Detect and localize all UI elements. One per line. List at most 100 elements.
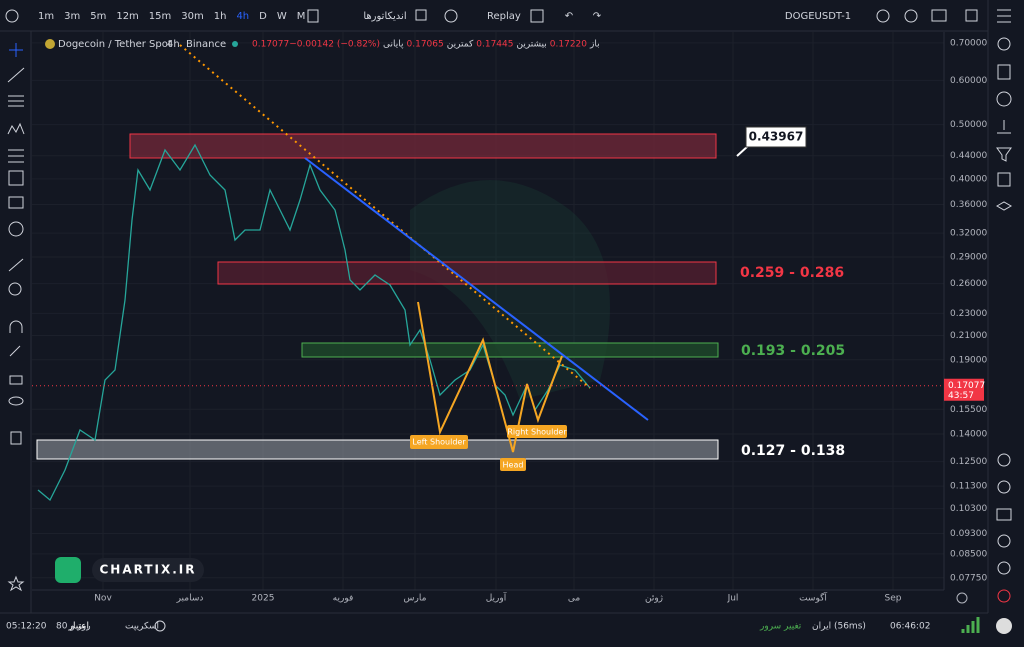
interval-button[interactable]: W: [277, 11, 287, 22]
interval-button[interactable]: 1m: [38, 11, 54, 22]
watermark-box: [92, 558, 204, 582]
watermark: CHARTIX.IR: [99, 563, 196, 577]
interval-button[interactable]: 15m: [149, 11, 171, 22]
legend-exchange: Binance: [186, 39, 226, 50]
last-price-box: [944, 378, 984, 401]
support[interactable]: [997, 453, 1011, 467]
text-tool[interactable]: [8, 196, 24, 209]
zoom-tool[interactable]: [8, 282, 22, 296]
ohlc-value: 0.17077−0.00142 (−0.82%): [252, 40, 380, 50]
script-icon[interactable]: [154, 620, 166, 632]
shape-tool[interactable]: [8, 170, 24, 186]
interval-button[interactable]: M: [297, 11, 306, 22]
price-tick-label: 0.40000: [950, 174, 987, 184]
favorites[interactable]: [7, 575, 25, 592]
undo[interactable]: ↶: [565, 11, 573, 22]
price-tick-label: 0.60000: [950, 76, 987, 86]
power[interactable]: [997, 589, 1011, 603]
cursor-tool[interactable]: [9, 43, 23, 57]
signal: [961, 617, 980, 633]
download[interactable]: [997, 120, 1011, 134]
ohlc-value: 0.17445: [476, 40, 513, 50]
trend-line: [304, 157, 649, 421]
redo[interactable]: ↷: [593, 11, 602, 22]
faq[interactable]: [997, 534, 1011, 548]
settings[interactable]: [904, 9, 918, 23]
add-symbol[interactable]: [5, 9, 19, 23]
share[interactable]: [997, 480, 1011, 494]
price-tick-label: 0.14000: [950, 430, 987, 440]
menu[interactable]: [997, 9, 1011, 23]
legend-title: Dogecoin / Tether Spot: [58, 39, 172, 50]
time-tick-label: آگوست: [799, 592, 827, 604]
layers[interactable]: [995, 201, 1013, 211]
high-label: 0.43967: [749, 130, 804, 144]
news[interactable]: [996, 508, 1012, 521]
pattern-tool[interactable]: [7, 122, 25, 135]
pattern-label: Right Shoulder: [507, 428, 567, 437]
calendar[interactable]: [997, 172, 1011, 187]
interval-button[interactable]: 1h: [214, 11, 227, 22]
interval-button[interactable]: D: [259, 11, 267, 22]
trend-line: [179, 44, 591, 389]
trend-tool[interactable]: [7, 67, 25, 83]
time-tick-label: Sep: [885, 594, 902, 604]
ohlc-value: 0.17065: [407, 40, 444, 50]
lock-tool[interactable]: [9, 375, 23, 385]
projection-tool[interactable]: [8, 149, 24, 163]
interval-button[interactable]: 12m: [116, 11, 138, 22]
pattern-label-box: [410, 435, 468, 449]
time-tick-label: فوریه: [333, 594, 354, 604]
time-tick-label: مارس: [404, 594, 427, 604]
interval-button[interactable]: 30m: [181, 11, 203, 22]
magnet-tool[interactable]: [9, 320, 23, 333]
watchlist[interactable]: [997, 37, 1011, 51]
templates[interactable]: [415, 9, 427, 21]
screener[interactable]: [996, 147, 1012, 162]
interval-button[interactable]: 3m: [64, 11, 80, 22]
draw-mode[interactable]: [9, 345, 21, 357]
interval-button[interactable]: 4h: [236, 11, 249, 22]
alerts[interactable]: [996, 91, 1012, 107]
credit: اعتبار: [68, 622, 89, 632]
time-tick-label: ژوئن: [645, 594, 663, 604]
countdown: 43:57: [948, 391, 974, 401]
search[interactable]: [876, 9, 890, 23]
replay-button[interactable]: Replay: [487, 11, 521, 22]
interval-button[interactable]: 5m: [90, 11, 106, 22]
visibility-tool[interactable]: [8, 396, 24, 406]
axis-settings[interactable]: [956, 592, 968, 604]
script-label[interactable]: اسکریپت: [125, 622, 159, 632]
chart-type[interactable]: [307, 9, 319, 23]
price-tick-label: 0.44000: [950, 151, 987, 161]
price-tick-label: 0.23000: [950, 309, 987, 319]
price-tick-label: 0.32000: [950, 229, 987, 239]
delete-tool[interactable]: [10, 431, 22, 445]
server-button[interactable]: تغییر سرور: [759, 622, 802, 632]
price-tracker[interactable]: [997, 64, 1011, 80]
emoji-tool[interactable]: [8, 221, 24, 237]
legend-interval: 4h: [167, 39, 180, 50]
indicators-button[interactable]: اندیکاتورها: [363, 11, 406, 22]
ohlc-label: کمترین: [447, 40, 474, 50]
price-tick-label: 0.11300: [950, 482, 987, 492]
avatar[interactable]: [996, 618, 1012, 634]
symbol-name[interactable]: DOGEUSDT-1: [785, 11, 851, 22]
fib-tool[interactable]: [8, 95, 24, 107]
price-tick-label: 0.07750: [950, 573, 987, 583]
pattern-label: Left Shoulder: [412, 438, 466, 447]
alert[interactable]: [444, 9, 458, 23]
support-zone: [301, 342, 719, 358]
callout-line: [736, 145, 749, 157]
fullscreen[interactable]: [965, 9, 978, 22]
callout-box: [745, 126, 807, 148]
pattern-label-box: [507, 425, 567, 438]
pattern-label: Head: [503, 461, 524, 470]
info[interactable]: [997, 561, 1011, 575]
ruler-tool[interactable]: [8, 258, 24, 272]
price-line: [37, 143, 591, 502]
snapshot[interactable]: [931, 9, 947, 22]
layout[interactable]: [530, 9, 544, 23]
price-tick-label: 0.50000: [950, 120, 987, 130]
